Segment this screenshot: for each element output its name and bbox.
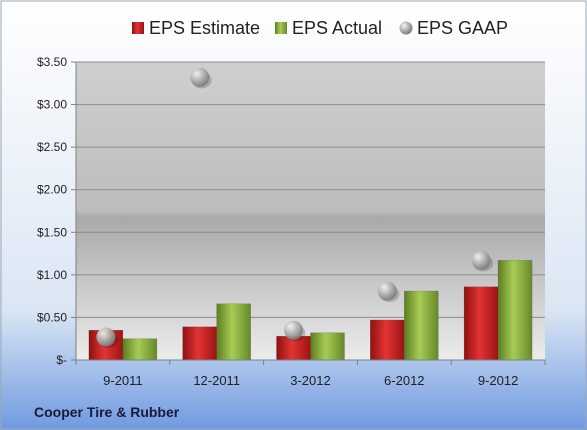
- y-tick-label: $1.50: [37, 225, 67, 239]
- eps-estimate-bar: [370, 319, 405, 361]
- legend-label: EPS Estimate: [149, 18, 260, 38]
- legend-label: EPS Actual: [292, 18, 382, 38]
- gaap-markers: [96, 67, 494, 349]
- eps-gaap-marker: [377, 281, 397, 301]
- eps-estimate-bar: [182, 326, 217, 361]
- legend-actual-swatch: [275, 22, 287, 34]
- y-tick-label: $2.50: [37, 140, 67, 154]
- x-axis: 9-2011 12-2011 3-2012 6-2012 9-2012: [75, 359, 546, 388]
- y-tick-label: $-: [56, 353, 67, 367]
- footer-company-name: Cooper Tire & Rubber: [34, 404, 180, 420]
- eps-actual-bar: [216, 303, 251, 361]
- x-tick-label: 12-2011: [193, 373, 240, 388]
- eps-actual-bar: [122, 338, 158, 361]
- eps-actual-bar: [310, 332, 345, 361]
- x-tick-label: 9-2011: [103, 373, 143, 388]
- eps-actual-bar: [497, 260, 533, 361]
- gridlines: [76, 61, 545, 361]
- x-tick-label: 3-2012: [290, 373, 330, 388]
- eps-gaap-marker: [190, 67, 210, 87]
- eps-estimate-bar: [463, 286, 499, 361]
- eps-gaap-marker: [96, 327, 116, 347]
- y-tick-label: $3.50: [37, 55, 67, 69]
- legend-label: EPS GAAP: [417, 18, 508, 38]
- y-tick-label: $1.00: [37, 268, 67, 282]
- legend: EPS Estimate EPS Actual EPS GAAP: [132, 18, 508, 38]
- y-tick-label: $0.50: [37, 310, 67, 324]
- y-tick-label: $2.00: [37, 183, 67, 197]
- legend-estimate-swatch: [132, 22, 144, 34]
- x-tick-label: 9-2012: [478, 373, 518, 388]
- eps-gaap-marker: [471, 250, 491, 270]
- y-axis: $- $0.50 $1.00 $1.50 $2.00 $2.50 $3.00 $3.50: [37, 55, 77, 367]
- y-tick-label: $3.00: [37, 98, 67, 112]
- x-tick-label: 6-2012: [384, 373, 424, 388]
- legend-gaap-swatch: [399, 21, 413, 35]
- eps-actual-bar: [404, 290, 439, 361]
- eps-gaap-marker: [284, 320, 303, 340]
